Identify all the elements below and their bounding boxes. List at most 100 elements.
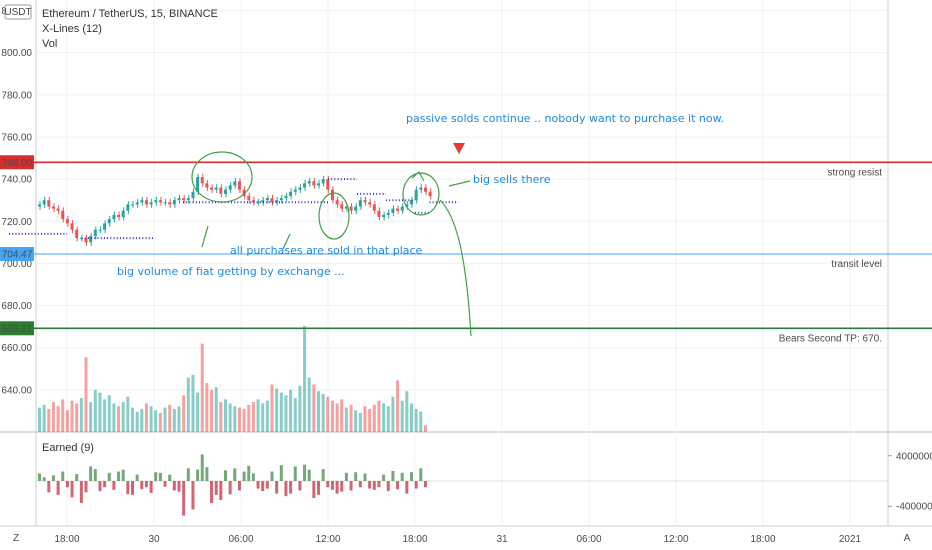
earned-bar	[75, 474, 79, 481]
y-tick-label: 740.00	[1, 175, 32, 186]
candle-body	[103, 223, 107, 230]
currency-badge[interactable]	[4, 4, 32, 20]
volume-bar	[135, 411, 139, 432]
candle-body	[284, 195, 288, 199]
annotation-purchases-sold: all purchases are sold in that place	[230, 244, 423, 257]
earned-bar	[191, 481, 195, 510]
volume-bar	[303, 326, 307, 432]
volume-bar	[121, 402, 125, 432]
volume-bar	[419, 411, 423, 432]
volume-bar	[61, 399, 65, 432]
volume-bar	[344, 407, 348, 432]
candle-body	[140, 200, 144, 203]
earned-bar	[149, 481, 153, 493]
earned-bar	[405, 481, 409, 494]
level-label: strong resist	[828, 167, 883, 178]
zoom-button[interactable]: Z	[13, 533, 19, 544]
candle-body	[89, 236, 93, 243]
earned-bar	[275, 481, 279, 494]
earned-bar	[158, 472, 162, 481]
x-lines	[9, 178, 459, 240]
earned-bar	[256, 481, 260, 489]
volume-bar	[289, 389, 293, 432]
y-tick-label: 780.00	[1, 90, 32, 101]
earned-bar	[93, 469, 97, 481]
volume-bar	[414, 408, 418, 432]
earned-bar	[326, 481, 330, 488]
candle-body	[191, 191, 195, 199]
earned-bar	[303, 464, 307, 481]
volume-indicator-label[interactable]: Vol	[42, 38, 57, 50]
volume-bar	[284, 395, 288, 432]
level-price-badge-text: 669.21	[2, 324, 33, 335]
candle-body	[135, 202, 139, 205]
level-price-badge	[0, 246, 34, 261]
candle-body	[98, 229, 102, 231]
earned-bar	[117, 471, 121, 481]
x-tick-label: 31	[496, 534, 508, 545]
y-tick-label: 720.00	[1, 217, 32, 228]
volume-bar	[391, 396, 395, 432]
candle-body	[391, 208, 395, 213]
candle-body	[144, 200, 148, 205]
earned-bar	[423, 481, 427, 488]
candle-body	[293, 189, 297, 192]
volume-bar	[93, 389, 97, 432]
candle-body	[321, 179, 325, 184]
candle-body	[107, 219, 111, 224]
earned-bars: 4000000 -4000000	[36, 451, 932, 516]
earned-bar	[368, 481, 372, 489]
candle-body	[247, 195, 251, 201]
candle-body	[242, 189, 246, 196]
volume-bar	[261, 403, 265, 432]
earned-bar	[228, 481, 232, 495]
candle-body	[214, 187, 218, 190]
x-tick-label: 18:00	[54, 534, 79, 545]
earned-bar	[140, 481, 144, 490]
candle-body	[405, 204, 409, 207]
volume-bar	[131, 407, 134, 432]
earned-bar	[354, 472, 358, 481]
x-tick-label: 18:00	[402, 534, 427, 545]
earned-bar	[410, 472, 413, 481]
volume-bar	[410, 403, 413, 432]
x-tick-label: 18:00	[750, 534, 775, 545]
candle-body	[289, 191, 293, 196]
earned-bar	[391, 470, 395, 481]
earned-y-tick-label: 4000000	[896, 451, 932, 462]
volume-bar	[368, 408, 372, 432]
candle-body	[158, 200, 162, 203]
earned-indicator-label[interactable]: Earned (9)	[42, 442, 94, 454]
volume-bar	[423, 425, 427, 432]
level-price-badge	[0, 321, 34, 336]
volume-bar	[279, 392, 283, 432]
candle-body	[317, 183, 320, 186]
earned-bar	[335, 481, 339, 494]
earned-bar	[98, 481, 102, 492]
candle-body	[51, 206, 55, 209]
candle-body	[368, 202, 372, 205]
candle-body	[410, 200, 413, 205]
auto-scale-button[interactable]: A	[904, 533, 911, 544]
candle-body	[298, 187, 302, 190]
indicator-xlines-label[interactable]: X-Lines (12)	[42, 23, 102, 35]
volume-bar	[377, 400, 381, 432]
earned-bar	[177, 481, 181, 492]
volume-bar	[84, 357, 88, 432]
volume-bar	[237, 407, 241, 432]
candle-body	[349, 206, 353, 211]
horizontal-levels: 748.00 strong resist 704.47 transit level 66…	[0, 155, 932, 344]
volume-bar	[79, 398, 83, 432]
volume-bar	[335, 403, 339, 432]
x-tick-label: 06:00	[576, 534, 601, 545]
volume-bar	[275, 388, 279, 432]
earned-bar	[154, 472, 158, 481]
earned-bar	[330, 481, 334, 490]
level-label: Bears Second TP: 670.	[779, 333, 882, 344]
earned-bar	[107, 472, 111, 481]
earned-bar	[65, 481, 69, 488]
earned-bar	[126, 481, 130, 495]
level-price-badge-text: 704.47	[2, 249, 33, 260]
earned-bar	[400, 472, 404, 481]
